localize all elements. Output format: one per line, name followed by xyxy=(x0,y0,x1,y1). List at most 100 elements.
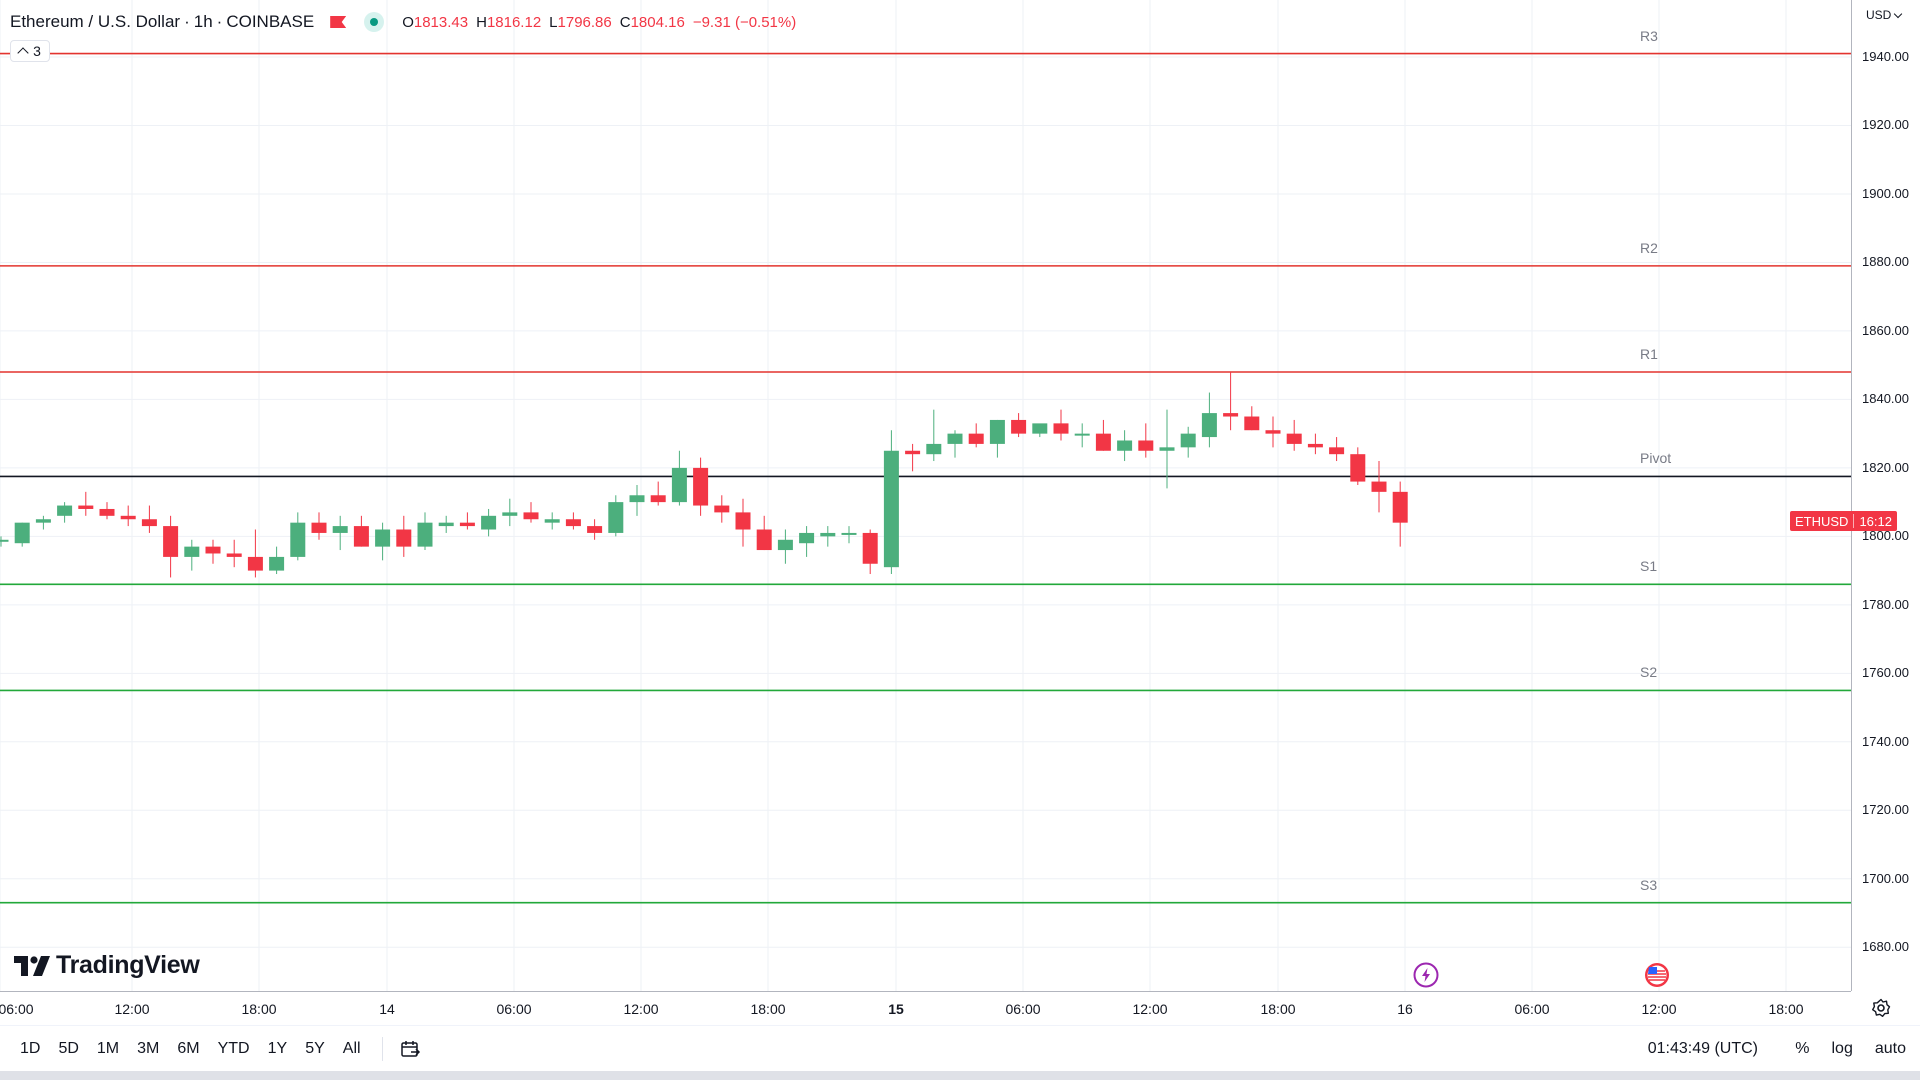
candle[interactable] xyxy=(693,457,709,516)
candle[interactable] xyxy=(756,515,772,551)
range-5d-button[interactable]: 5D xyxy=(58,1040,79,1057)
candle[interactable] xyxy=(968,423,984,448)
tradingview-logo[interactable]: TradingView xyxy=(14,951,200,980)
candle-body xyxy=(1159,447,1175,451)
candle[interactable] xyxy=(1095,419,1111,451)
candle[interactable] xyxy=(947,430,963,458)
candle[interactable] xyxy=(1138,423,1154,458)
candle[interactable] xyxy=(78,491,94,516)
candle[interactable] xyxy=(375,522,391,561)
lightning-event-icon[interactable] xyxy=(1413,962,1439,988)
utc-clock[interactable]: 01:43:49 (UTC) xyxy=(1647,1040,1758,1057)
candle[interactable] xyxy=(1011,413,1027,438)
candle[interactable] xyxy=(650,481,666,506)
candle[interactable] xyxy=(35,515,51,530)
candle[interactable] xyxy=(353,515,369,547)
candle[interactable] xyxy=(883,430,899,575)
candle[interactable] xyxy=(120,505,136,527)
candle-body xyxy=(353,526,369,547)
range-5y-button[interactable]: 5Y xyxy=(305,1040,325,1057)
candle[interactable] xyxy=(1265,416,1281,448)
candle[interactable] xyxy=(1329,437,1345,462)
candle-body xyxy=(883,450,899,568)
range-1m-button[interactable]: 1M xyxy=(96,1040,120,1057)
candle[interactable] xyxy=(777,529,793,564)
us-flag-event-icon[interactable] xyxy=(1644,962,1670,988)
percent-scale-button[interactable]: % xyxy=(1795,1040,1810,1057)
candle[interactable] xyxy=(1159,409,1175,489)
currency-selector[interactable]: USD xyxy=(1866,8,1903,22)
candle[interactable] xyxy=(1350,447,1366,485)
interval-label[interactable]: 1h xyxy=(193,12,213,31)
candle[interactable] xyxy=(502,498,518,527)
candle[interactable] xyxy=(608,495,624,537)
candle[interactable] xyxy=(332,515,348,551)
symbol-title[interactable]: Ethereum / U.S. Dollar xyxy=(10,12,181,31)
candle-body xyxy=(1201,413,1217,438)
price-axis[interactable]: USD 1940.00 1920.00 1900.00 1880.00 1860.00 1… xyxy=(1851,0,1920,991)
candle[interactable] xyxy=(523,502,539,523)
candle[interactable] xyxy=(141,505,157,533)
range-6m-button[interactable]: 6M xyxy=(177,1040,200,1057)
candle[interactable] xyxy=(205,539,221,564)
candle[interactable] xyxy=(1074,423,1090,448)
candle[interactable] xyxy=(735,498,751,547)
candle[interactable] xyxy=(311,512,327,540)
candle[interactable] xyxy=(417,512,433,551)
candle[interactable] xyxy=(799,526,815,557)
candle[interactable] xyxy=(99,502,115,520)
indicators-collapse-button[interactable]: 3 xyxy=(10,40,50,62)
range-all-button[interactable]: All xyxy=(342,1040,361,1057)
candle[interactable] xyxy=(989,419,1005,458)
candle[interactable] xyxy=(1371,461,1387,513)
go-to-date-icon[interactable] xyxy=(399,1038,421,1060)
candle[interactable] xyxy=(57,502,73,523)
candle[interactable] xyxy=(1201,392,1217,448)
candle[interactable] xyxy=(438,515,454,533)
chart-canvas[interactable] xyxy=(0,0,1851,991)
candle[interactable] xyxy=(1180,426,1196,458)
candle[interactable] xyxy=(481,508,497,537)
market-status-icon[interactable] xyxy=(364,12,385,32)
candle[interactable] xyxy=(1032,423,1048,438)
candles[interactable] xyxy=(0,372,1408,578)
candle[interactable] xyxy=(1244,406,1260,431)
flag-icon[interactable] xyxy=(330,15,348,29)
log-scale-button[interactable]: log xyxy=(1831,1040,1853,1057)
range-3m-button[interactable]: 3M xyxy=(137,1040,160,1057)
range-ytd-button[interactable]: YTD xyxy=(217,1040,250,1057)
candle[interactable] xyxy=(396,515,412,557)
candle[interactable] xyxy=(1223,372,1239,431)
symbol-legend[interactable]: Ethereum / U.S. Dollar · 1h · COINBASE O… xyxy=(10,10,796,34)
candle[interactable] xyxy=(1117,430,1133,462)
candle[interactable] xyxy=(926,409,942,462)
candle[interactable] xyxy=(544,512,560,530)
candle[interactable] xyxy=(905,443,921,472)
candle[interactable] xyxy=(1286,419,1302,451)
range-1d-button[interactable]: 1D xyxy=(20,1040,41,1057)
candle[interactable] xyxy=(184,539,200,571)
candle[interactable] xyxy=(565,512,581,530)
candle[interactable] xyxy=(1053,409,1069,441)
candle[interactable] xyxy=(671,450,687,506)
candle[interactable] xyxy=(629,485,645,516)
range-1y-button[interactable]: 1Y xyxy=(267,1040,288,1057)
candle[interactable] xyxy=(841,526,857,544)
time-axis[interactable]: 06:00 12:00 18:00 14 06:00 12:00 18:00 15 06:00 1… xyxy=(0,991,1851,1026)
candle[interactable] xyxy=(1307,433,1323,455)
candle[interactable] xyxy=(862,529,878,575)
candle[interactable] xyxy=(459,512,475,530)
candle[interactable] xyxy=(14,522,30,547)
candle[interactable] xyxy=(820,526,836,547)
candle[interactable] xyxy=(1392,481,1408,547)
candle[interactable] xyxy=(247,529,263,578)
chart-settings-icon[interactable] xyxy=(1870,997,1892,1019)
candle[interactable] xyxy=(0,536,9,547)
candle[interactable] xyxy=(587,519,603,540)
candle[interactable] xyxy=(163,515,179,578)
candle[interactable] xyxy=(290,512,306,561)
candle[interactable] xyxy=(226,539,242,568)
candle[interactable] xyxy=(714,495,730,523)
candle[interactable] xyxy=(269,546,285,575)
auto-scale-button[interactable]: auto xyxy=(1874,1040,1906,1057)
